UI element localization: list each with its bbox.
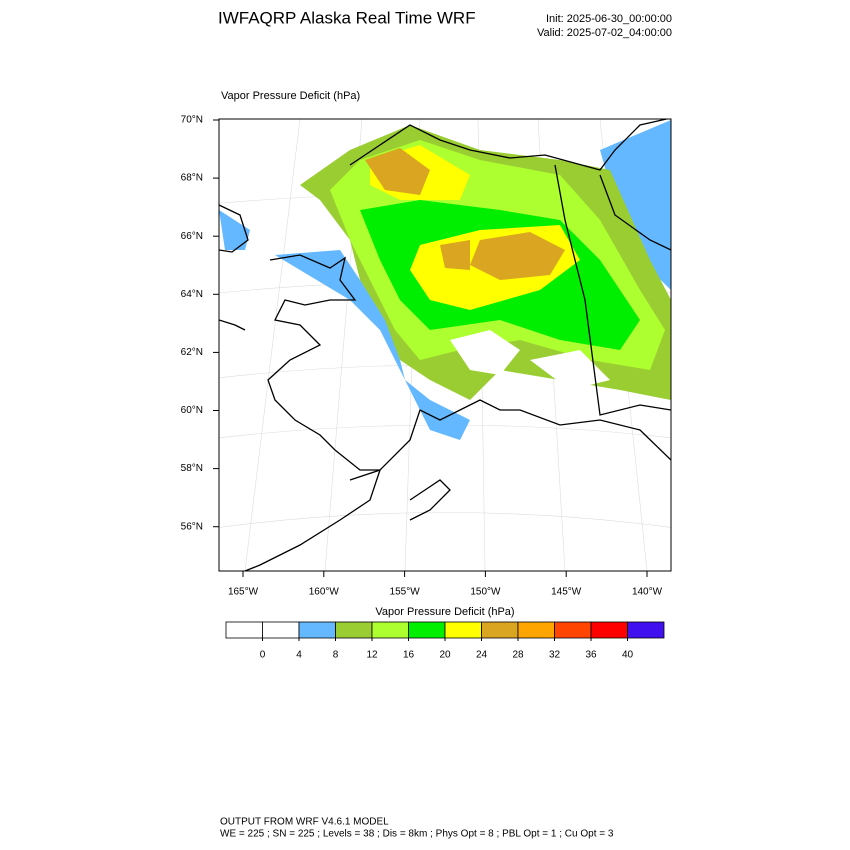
map-field bbox=[219, 119, 671, 571]
lat-label: 66°N bbox=[181, 231, 203, 242]
lat-label: 68°N bbox=[181, 173, 203, 184]
lon-label: 160°W bbox=[309, 587, 340, 598]
colorbar-label: 12 bbox=[366, 650, 378, 661]
colorbar-label: 16 bbox=[403, 650, 415, 661]
colorbar-box bbox=[262, 621, 300, 639]
lat-label: 64°N bbox=[181, 289, 203, 300]
footer-line: OUTPUT FROM WRF V4.6.1 MODEL bbox=[220, 817, 389, 828]
lon-label: 150°W bbox=[470, 587, 501, 598]
colorbar-box bbox=[408, 621, 446, 639]
title: IWFAQRP Alaska Real Time WRF bbox=[218, 8, 476, 27]
colorbar-box bbox=[627, 621, 665, 639]
colorbar-box bbox=[554, 621, 592, 639]
colorbar-box bbox=[371, 621, 409, 639]
colorbar-box bbox=[335, 621, 373, 639]
colorbar-title: Vapor Pressure Deficit (hPa) bbox=[375, 606, 514, 618]
lon-label: 140°W bbox=[632, 587, 663, 598]
colorbar-label: 0 bbox=[260, 650, 266, 661]
lon-label: 145°W bbox=[551, 587, 582, 598]
lat-label: 62°N bbox=[181, 347, 203, 358]
colorbar-label: 32 bbox=[549, 650, 561, 661]
colorbar-label: 24 bbox=[476, 650, 488, 661]
colorbar-box bbox=[225, 621, 263, 639]
colorbar-box bbox=[590, 621, 628, 639]
lat-label: 58°N bbox=[181, 463, 203, 474]
colorbar-label: 20 bbox=[439, 650, 451, 661]
map-subtitle: Vapor Pressure Deficit (hPa) bbox=[221, 90, 360, 102]
footer-line: WE = 225 ; SN = 225 ; Levels = 38 ; Dis … bbox=[220, 829, 614, 840]
init-time: Init: 2025-06-30_00:00:00 bbox=[546, 13, 672, 25]
low-vpd-patches bbox=[450, 330, 610, 390]
valid-time: Valid: 2025-07-02_04:00:00 bbox=[537, 27, 672, 39]
lon-label: 155°W bbox=[390, 587, 421, 598]
colorbar-box bbox=[481, 621, 519, 639]
lat-label: 56°N bbox=[181, 521, 203, 532]
lat-label: 60°N bbox=[181, 405, 203, 416]
boundaries bbox=[219, 119, 671, 571]
lat-label: 70°N bbox=[181, 115, 203, 126]
colorbar-label: 4 bbox=[296, 650, 302, 661]
colorbar-label: 28 bbox=[512, 650, 524, 661]
lon-label: 165°W bbox=[228, 587, 259, 598]
colorbar-box bbox=[517, 621, 555, 639]
map-frame bbox=[218, 118, 672, 572]
colorbar-label: 40 bbox=[622, 650, 634, 661]
colorbar-box bbox=[298, 621, 336, 639]
colorbar-label: 36 bbox=[585, 650, 597, 661]
colorbar-box bbox=[444, 621, 482, 639]
colorbar-label: 8 bbox=[333, 650, 339, 661]
